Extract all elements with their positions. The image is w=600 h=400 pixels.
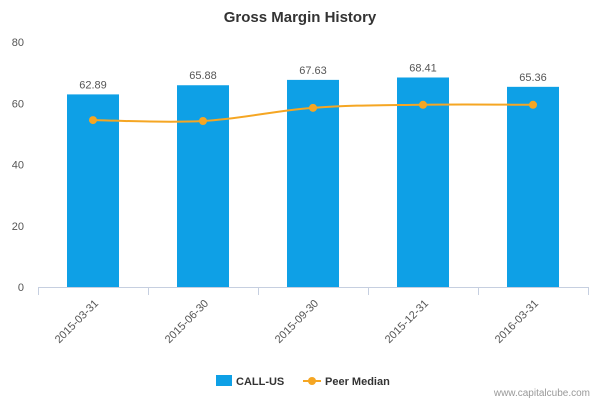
peer-median-point[interactable]	[529, 100, 537, 109]
x-tick-label: 2015-03-31	[53, 298, 101, 346]
bar-call-us[interactable]	[287, 79, 339, 288]
x-axis: 2015-03-31 2015-06-30 2015-09-30 2015-12-31…	[38, 287, 589, 346]
source-credit[interactable]: www.capitalcube.com	[493, 388, 590, 399]
y-tick-label: 0	[18, 282, 24, 294]
bar-data-label: 68.41	[409, 62, 437, 74]
chart-title: Gross Margin History	[224, 9, 377, 26]
x-tick-label: 2015-12-31	[383, 298, 431, 346]
x-tick-label: 2015-09-30	[273, 298, 321, 346]
peer-median-series	[89, 100, 537, 126]
legend-swatch-bar	[216, 375, 232, 386]
bar-data-label: 65.36	[519, 72, 547, 84]
legend: CALL-US Peer Median	[216, 375, 390, 388]
bar-call-us[interactable]	[177, 85, 229, 288]
peer-median-point[interactable]	[89, 116, 97, 125]
bar-data-label: 67.63	[299, 65, 327, 77]
x-tick-label: 2015-06-30	[163, 298, 211, 346]
peer-median-point[interactable]	[419, 100, 427, 109]
bar-call-us[interactable]	[397, 77, 449, 287]
bar-data-label: 62.89	[79, 79, 107, 91]
legend-label-peer-median: Peer Median	[325, 376, 390, 388]
y-tick-label: 60	[12, 98, 24, 110]
bar-call-us[interactable]	[67, 94, 119, 287]
bar-call-us[interactable]	[507, 86, 559, 288]
y-tick-label: 80	[12, 37, 24, 49]
y-tick-label: 40	[12, 160, 24, 172]
y-tick-label: 20	[12, 221, 24, 233]
y-axis: 0 20 40 60 80	[12, 37, 24, 294]
bar-data-label: 65.88	[189, 70, 217, 82]
peer-median-point[interactable]	[309, 103, 317, 112]
legend-item-peer-median[interactable]: Peer Median	[303, 376, 390, 388]
bar-data-labels: 62.89 65.88 67.63 68.41 65.36	[79, 62, 547, 91]
x-tick-label: 2016-03-31	[493, 298, 541, 346]
peer-median-point[interactable]	[199, 117, 207, 126]
legend-swatch-marker	[308, 377, 316, 385]
legend-label-call-us: CALL-US	[236, 376, 284, 388]
legend-item-call-us[interactable]: CALL-US	[216, 375, 284, 388]
